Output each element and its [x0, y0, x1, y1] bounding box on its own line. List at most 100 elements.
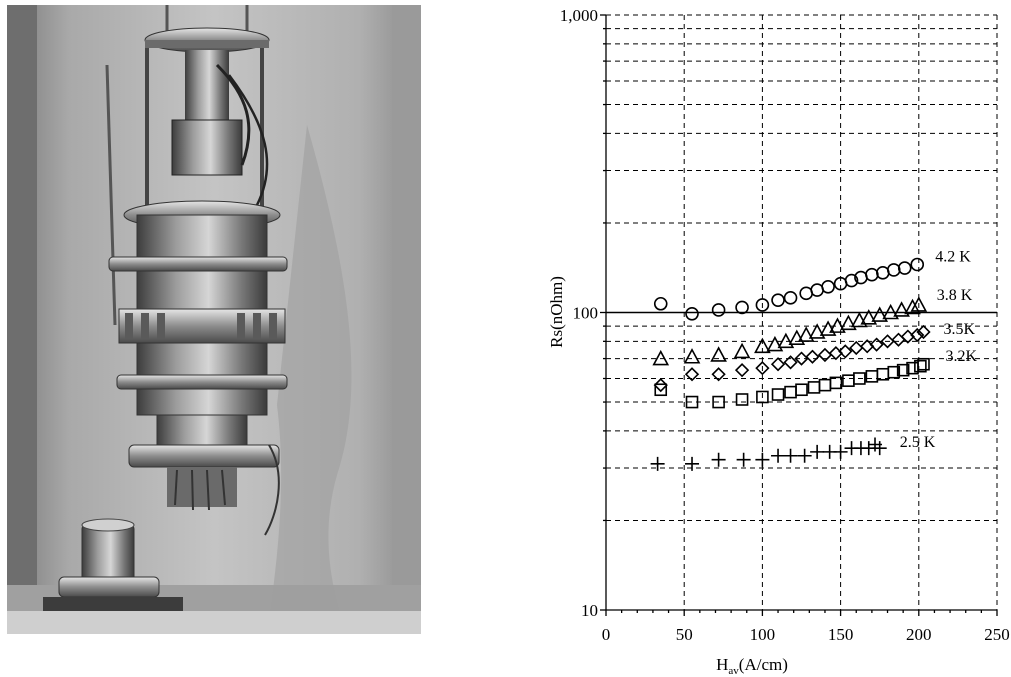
data-point-plus-5: [771, 448, 786, 463]
x-axis-title: Hav(A/cm): [716, 655, 788, 677]
data-point-diamond-11: [838, 344, 853, 359]
data-point-diamond-5: [770, 357, 786, 372]
data-point-diamond-6: [783, 355, 798, 370]
data-point-square-0: [654, 383, 668, 397]
data-point-square-15: [887, 365, 901, 379]
series-label-plus: 2.5 K: [900, 434, 936, 451]
data-point-square-12: [853, 372, 866, 385]
data-point-diamond-8: [805, 349, 820, 364]
data-point-triangle-13: [851, 311, 868, 328]
y-tick-labels: 10 100 1,000: [560, 6, 598, 620]
data-point-circle-5: [771, 293, 785, 307]
data-point-triangle-16: [882, 303, 899, 320]
data-point-circle-4: [755, 298, 770, 312]
data-point-square-5: [771, 388, 785, 401]
series-square: [654, 357, 930, 409]
series-label-triangle: 3.8 K: [937, 287, 973, 304]
data-point-triangle-12: [840, 314, 857, 331]
data-point-square-4: [756, 390, 769, 404]
data-point-circle-2: [711, 303, 726, 317]
x-tick-label-250: 250: [984, 625, 1010, 644]
data-point-diamond-2: [711, 367, 726, 382]
data-point-plus-8: [810, 444, 825, 459]
y-axis-title: Rs(nOhm): [547, 276, 566, 348]
x-tick-label-0: 0: [602, 625, 611, 644]
data-point-square-10: [829, 376, 843, 390]
data-point-triangle-8: [797, 326, 815, 342]
data-point-circle-6: [783, 291, 798, 305]
data-point-triangle-1: [683, 348, 701, 364]
data-point-triangle-0: [652, 349, 670, 366]
data-point-triangle-6: [777, 332, 795, 349]
data-point-plus-1: [685, 456, 700, 471]
data-point-triangle-17: [893, 301, 910, 317]
data-point-triangle-9: [808, 323, 826, 339]
data-point-square-19: [917, 357, 930, 371]
data-point-square-2: [712, 395, 725, 409]
data-point-square-6: [784, 385, 797, 399]
axes: [600, 14, 998, 616]
data-point-diamond-3: [734, 363, 750, 378]
series-circle: [653, 257, 925, 321]
series-diamond: [653, 324, 931, 393]
data-point-square-16: [896, 363, 910, 377]
data-point-plus-3: [736, 452, 751, 467]
data-point-diamond-1: [684, 367, 700, 382]
series-label-square: 3.2K: [945, 348, 977, 365]
data-point-diamond-18: [910, 327, 925, 343]
data-point-diamond-14: [869, 337, 884, 352]
data-point-plus-7: [797, 448, 812, 463]
data-point-circle-16: [897, 261, 912, 275]
data-point-plus-15: [872, 441, 887, 456]
data-point-square-18: [914, 359, 927, 373]
data-point-circle-9: [821, 280, 835, 294]
data-point-circle-7: [799, 286, 813, 301]
data-point-triangle-11: [829, 317, 846, 333]
grid-lines: [606, 14, 998, 610]
data-point-triangle-5: [766, 335, 784, 352]
data-point-square-13: [865, 370, 879, 383]
data-point-triangle-4: [754, 337, 771, 354]
data-point-circle-3: [735, 300, 749, 315]
data-point-plus-10: [833, 444, 848, 459]
data-point-circle-11: [844, 273, 859, 288]
data-point-triangle-2: [710, 346, 727, 362]
data-point-square-7: [795, 383, 808, 397]
data-point-triangle-14: [860, 309, 878, 325]
data-point-circle-1: [685, 306, 699, 321]
series-triangle: [652, 296, 928, 366]
x-tick-label-100: 100: [750, 625, 776, 644]
data-point-plus-4: [755, 452, 770, 467]
data-point-diamond-15: [880, 334, 895, 349]
data-point-circle-0: [653, 296, 668, 311]
data-point-diamond-9: [817, 347, 833, 363]
data-point-square-3: [735, 393, 749, 406]
data-point-square-9: [818, 378, 832, 392]
data-marks: [650, 257, 931, 471]
y-tick-label-1,000: 1,000: [560, 6, 598, 25]
series-label-diamond: 3.5K: [943, 321, 975, 338]
data-point-plus-6: [783, 448, 798, 463]
series-label-circle: 4.2 K: [935, 248, 971, 265]
y-tick-label-100: 100: [573, 304, 599, 323]
x-tick-label-50: 50: [676, 625, 693, 644]
data-point-triangle-19: [910, 296, 928, 312]
data-point-plus-0: [650, 456, 665, 471]
data-point-triangle-15: [871, 306, 889, 322]
data-point-plus-2: [711, 452, 726, 467]
data-point-diamond-0: [653, 377, 668, 393]
x-tick-label-150: 150: [828, 625, 854, 644]
data-point-circle-8: [810, 283, 824, 297]
data-point-circle-13: [865, 267, 879, 282]
cryostat-photo: [7, 5, 421, 634]
data-point-diamond-12: [849, 340, 864, 356]
data-point-diamond-19: [916, 324, 931, 340]
data-point-circle-14: [876, 265, 890, 280]
data-point-triangle-18: [904, 298, 921, 315]
data-point-diamond-4: [755, 361, 770, 376]
series-plus: [650, 437, 887, 471]
data-point-circle-15: [886, 263, 901, 277]
data-point-triangle-3: [733, 342, 751, 359]
series-labels: 4.2 K 3.8 K 3.5K 3.2K 2.5 K: [900, 248, 978, 451]
data-point-circle-17: [910, 257, 925, 272]
